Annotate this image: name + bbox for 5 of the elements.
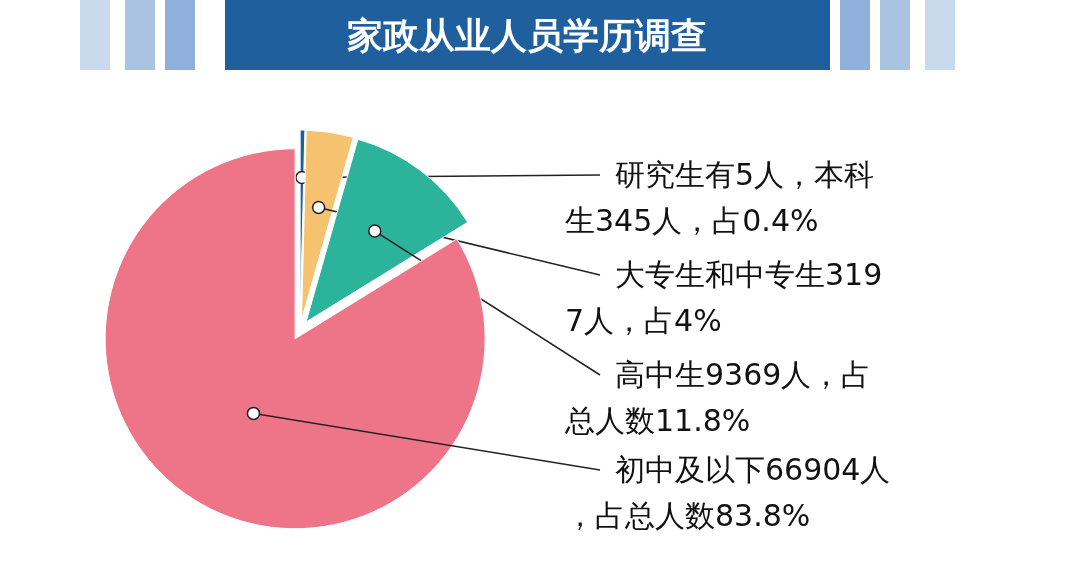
chart-title: 家政从业人员学历调查: [347, 15, 707, 56]
slice-label: 高中生9369人，占总人数11.8%: [564, 357, 872, 438]
slice-label: 研究生有5人，本科生345人，占0.4%: [565, 157, 875, 238]
slice-label: 初中及以下66904人，占总人数83.8%: [565, 452, 891, 533]
slice-label: 大专生和中专生3197人，占4%: [565, 257, 883, 338]
